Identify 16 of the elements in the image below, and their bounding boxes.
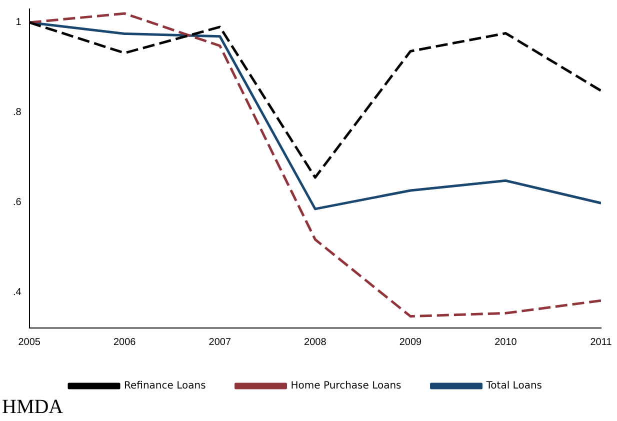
y-tick-label: .8 [12, 107, 22, 118]
line-series [29, 12, 601, 318]
x-tick-label: 2006 [113, 336, 136, 348]
y-tick-label: 1 [16, 17, 22, 28]
y-tick-label: .4 [12, 286, 22, 298]
x-tick-label: 2005 [18, 336, 41, 348]
legend-label: Total Loans [485, 380, 542, 392]
x-tick-label: 2011 [590, 336, 612, 348]
y-tick-label: .6 [12, 196, 22, 208]
legend-label: Home Purchase Loans [290, 380, 402, 392]
x-tick-label: 2008 [304, 336, 327, 348]
legend-label: Refinance Loans [124, 380, 206, 392]
x-tick-label: 2009 [399, 336, 422, 348]
text: HMDA [2, 396, 64, 419]
x-tick-label: 2007 [208, 336, 232, 348]
x-tick-label: 2010 [494, 336, 518, 348]
